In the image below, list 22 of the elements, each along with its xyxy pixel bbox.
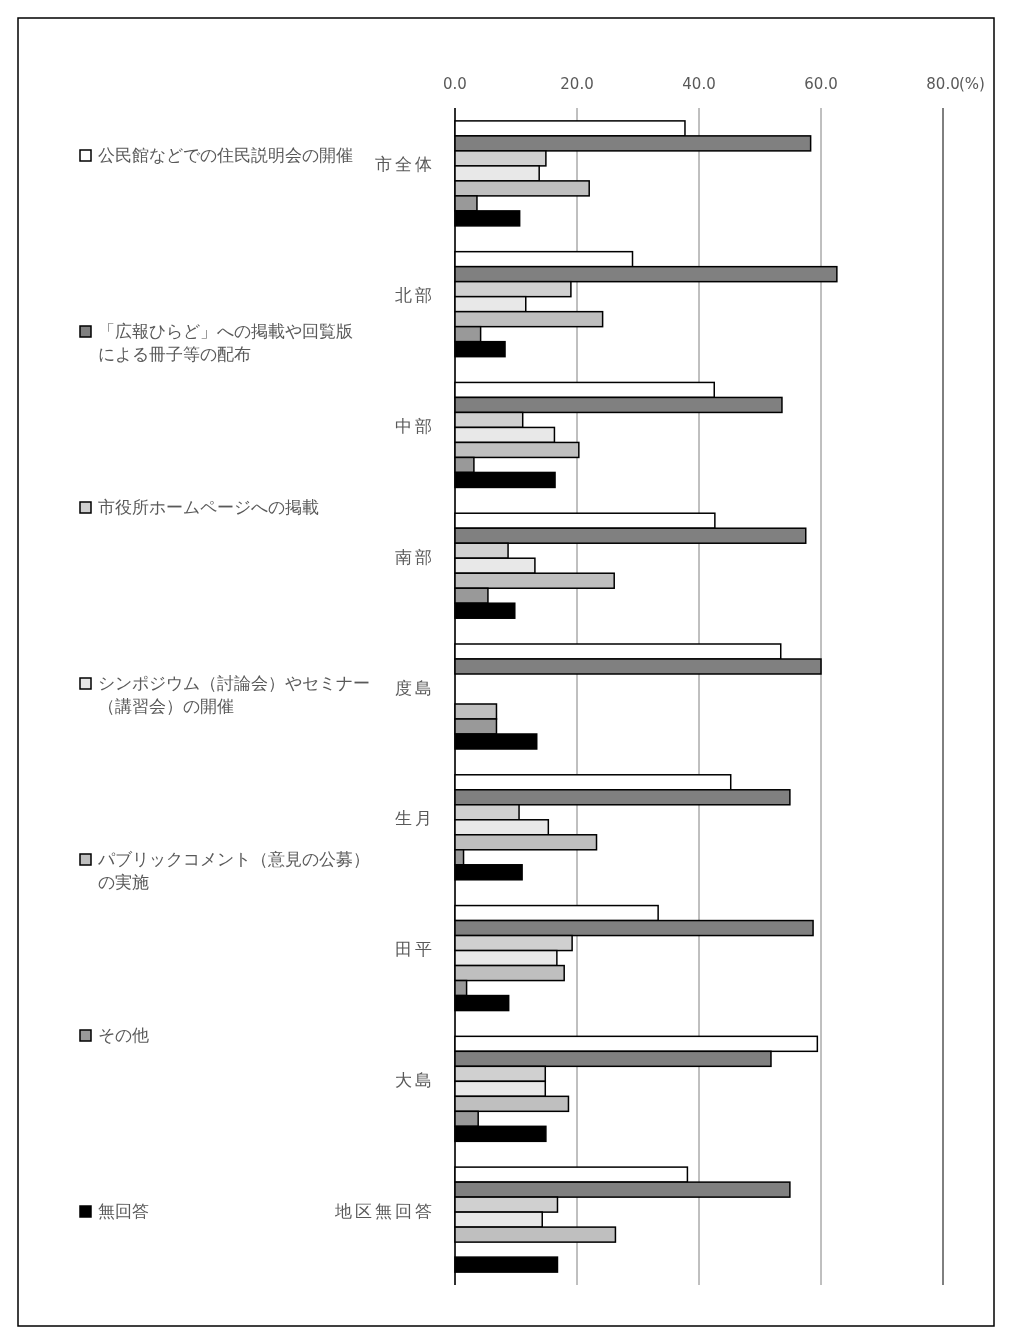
x-tick-label: 60.0 [804, 75, 838, 93]
legend-label: パブリックコメント（意見の公募）の実施 [97, 849, 370, 892]
legend-label: その他 [98, 1025, 149, 1045]
legend-label: 市役所ホームページへの掲載 [98, 497, 319, 517]
legend-label: 公民館などでの住民説明会の開催 [98, 145, 353, 165]
x-tick-label: 80.0 [926, 75, 960, 93]
x-tick-label: 0.0 [443, 75, 467, 93]
x-tick-label: 20.0 [560, 75, 594, 93]
legend-label: 「広報ひらど」への掲載や回覧版による冊子等の配布 [98, 321, 353, 364]
y-tick-label: 大島 [395, 1069, 435, 1090]
y-tick-label: 度島 [395, 677, 435, 698]
y-tick-label: 北部 [395, 285, 435, 306]
legend-label: 無回答 [98, 1201, 149, 1221]
y-tick-label: 生月 [395, 808, 435, 829]
y-tick-label: 田平 [395, 939, 435, 960]
y-tick-label: 地区無回答 [334, 1200, 435, 1221]
legend-label: シンポジウム（討論会）やセミナー（講習会）の開催 [98, 673, 370, 716]
y-tick-label: 市全体 [375, 154, 435, 175]
x-tick-label: 40.0 [682, 75, 716, 93]
y-tick-label: 南部 [395, 546, 435, 567]
y-tick-label: 中部 [395, 415, 435, 436]
x-axis-title: (%) [959, 75, 985, 93]
